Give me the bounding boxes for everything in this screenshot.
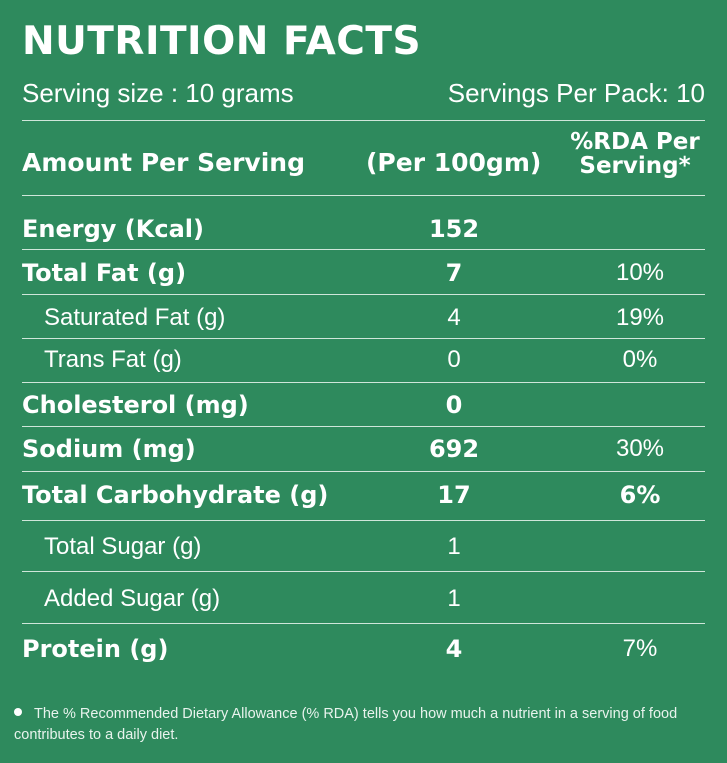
- divider: [22, 249, 705, 250]
- nutrient-value: 4: [447, 304, 461, 331]
- nutrient-name: Saturated Fat (g): [44, 304, 226, 331]
- divider: [22, 120, 705, 121]
- serving-info: Serving size : 10 grams Servings Per Pac…: [22, 78, 705, 108]
- nutrient-name: Trans Fat (g): [44, 346, 182, 373]
- nutrient-value: 1: [447, 533, 461, 560]
- divider: [22, 623, 705, 624]
- nutrient-rda: 6%: [619, 481, 661, 509]
- nutrient-value: 1: [447, 585, 461, 612]
- nutrient-name: Total Sugar (g): [44, 533, 202, 560]
- nutrient-value: 17: [437, 481, 471, 509]
- nutrient-value: 0: [447, 346, 461, 373]
- nutrient-value: 4: [445, 635, 463, 663]
- nutrient-row-sodium: Sodium (mg) 692 30%: [0, 434, 727, 464]
- divider: [22, 471, 705, 472]
- nutrient-row-energy: Energy (Kcal) 152: [0, 214, 727, 244]
- nutrient-value: 0: [445, 391, 463, 419]
- nutrient-rda: 0%: [622, 346, 658, 373]
- nutrient-row-added-sugar: Added Sugar (g) 1: [0, 584, 727, 614]
- nutrient-row-total-fat: Total Fat (g) 7 10%: [0, 258, 727, 288]
- nutrient-rda: 19%: [615, 304, 665, 331]
- header-amount-per-serving: Amount Per Serving: [22, 148, 305, 177]
- divider: [22, 382, 705, 383]
- nutrient-name: Added Sugar (g): [44, 585, 221, 612]
- nutrient-row-trans-fat: Trans Fat (g) 0 0%: [0, 345, 727, 375]
- header-rda-line1: %RDA Per: [570, 129, 700, 155]
- nutrient-row-total-carbohydrate: Total Carbohydrate (g) 17 6%: [0, 480, 727, 510]
- nutrient-name: Energy (Kcal): [22, 215, 204, 243]
- nutrient-value: 152: [428, 215, 480, 243]
- nutrient-rda: 7%: [622, 635, 658, 662]
- nutrient-rda: 10%: [615, 259, 665, 286]
- nutrient-row-total-sugar: Total Sugar (g) 1: [0, 532, 727, 562]
- nutrient-rda: 30%: [615, 435, 665, 462]
- servings-per-pack: Servings Per Pack: 10: [447, 78, 705, 108]
- divider: [22, 426, 705, 427]
- footnote: The % Recommended Dietary Allowance (% R…: [14, 704, 717, 746]
- header-rda-line2: Serving*: [579, 153, 691, 179]
- nutrient-value: 7: [445, 259, 463, 287]
- page-title: NUTRITION FACTS: [22, 19, 422, 64]
- nutrient-row-saturated-fat: Saturated Fat (g) 4 19%: [0, 303, 727, 333]
- nutrient-name: Total Fat (g): [22, 259, 187, 287]
- divider: [22, 195, 705, 196]
- nutrient-name: Total Carbohydrate (g): [22, 481, 329, 509]
- nutrient-row-protein: Protein (g) 4 7%: [0, 634, 727, 664]
- nutrient-value: 692: [428, 435, 480, 463]
- nutrient-row-cholesterol: Cholesterol (mg) 0: [0, 390, 727, 420]
- header-per-100gm: (Per 100gm): [366, 148, 542, 177]
- nutrient-name: Protein (g): [22, 635, 169, 663]
- divider: [22, 520, 705, 521]
- footnote-text: The % Recommended Dietary Allowance (% R…: [14, 706, 678, 743]
- bullet-icon: [14, 708, 22, 717]
- nutrient-name: Cholesterol (mg): [22, 391, 249, 419]
- divider: [22, 338, 705, 339]
- divider: [22, 294, 705, 295]
- divider: [22, 571, 705, 572]
- serving-size: Serving size : 10 grams: [22, 78, 294, 108]
- header-rda: %RDA Per Serving*: [560, 130, 710, 178]
- nutrient-name: Sodium (mg): [22, 435, 196, 463]
